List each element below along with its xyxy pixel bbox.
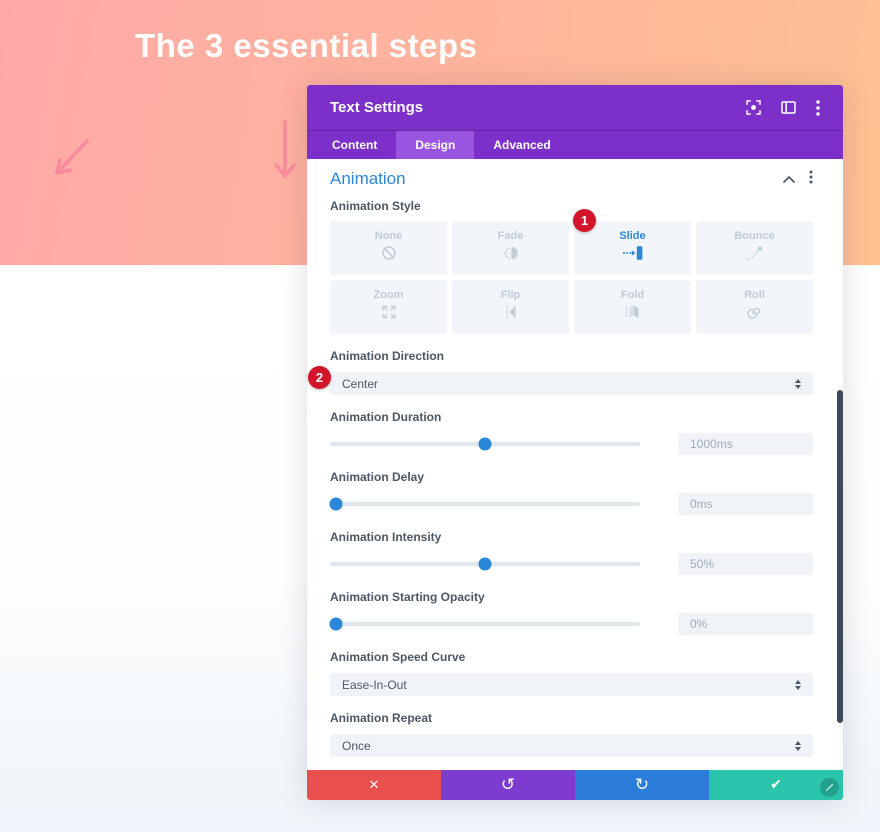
animation-delay-slider[interactable] (329, 493, 640, 515)
animation-speed-curve-label: Animation Speed Curve (330, 650, 466, 664)
style-option-none[interactable]: None (330, 221, 447, 275)
chevron-up-icon[interactable] (783, 170, 795, 188)
animation-duration-label: Animation Duration (330, 410, 442, 424)
step-badge-2: 2 (308, 366, 331, 389)
modal-title: Text Settings (330, 99, 424, 116)
save-button[interactable]: ✔ (709, 770, 843, 800)
hero-title: The 3 essential steps (135, 27, 478, 64)
animation-intensity-input[interactable] (678, 553, 813, 575)
slider-track[interactable] (330, 502, 640, 506)
select-arrows-icon (795, 679, 801, 690)
style-option-slide[interactable]: Slide (574, 221, 691, 275)
style-option-fold[interactable]: Fold (574, 280, 691, 334)
animation-intensity-slider[interactable] (330, 553, 640, 575)
style-option-label: Slide (619, 230, 646, 242)
style-option-label: None (374, 230, 403, 242)
select-arrows-icon (795, 378, 801, 389)
redo-icon: ↻ (634, 775, 650, 795)
style-option-roll[interactable]: Roll (696, 280, 813, 334)
animation-section-title: Animation (330, 169, 406, 188)
discard-button[interactable]: ✕ (307, 770, 441, 800)
animation-starting-opacity-input[interactable] (678, 613, 813, 635)
animation-starting-opacity-slider[interactable] (329, 613, 640, 635)
slider-thumb[interactable] (478, 557, 492, 571)
tab-design[interactable]: Design (396, 131, 475, 159)
animation-style-grid: None Fade (330, 221, 813, 334)
animation-speed-curve-select[interactable]: Ease-In-Out (330, 673, 813, 696)
animation-intensity-row (330, 553, 813, 575)
fade-icon (500, 245, 522, 266)
animation-delay-label: Animation Delay (330, 470, 425, 484)
check-icon: ✔ (770, 777, 782, 793)
undo-icon: ↺ (500, 775, 516, 795)
animation-delay-input[interactable] (678, 493, 813, 515)
animation-style-label: Animation Style (330, 199, 421, 213)
modal-header: Text Settings (307, 85, 843, 130)
resize-handle[interactable] (820, 778, 839, 797)
redo-button[interactable]: ↻ (575, 770, 709, 800)
modal-scrollbar[interactable] (837, 390, 843, 723)
slider-track[interactable] (330, 622, 640, 626)
animation-delay-row (329, 493, 813, 515)
tab-advanced[interactable]: Advanced (493, 138, 551, 152)
animation-duration-row (330, 433, 813, 455)
focus-mode-icon[interactable] (746, 100, 761, 115)
style-option-label: Zoom (373, 289, 404, 301)
select-value: Center (342, 376, 379, 391)
modal-content: Animation An (307, 159, 843, 769)
text-settings-modal: Text Settings (307, 85, 843, 800)
style-option-label: Roll (744, 289, 765, 301)
fold-icon (622, 304, 644, 325)
style-option-label: Bounce (734, 230, 775, 242)
style-option-flip[interactable]: Flip (452, 280, 569, 334)
close-icon: ✕ (368, 777, 380, 793)
select-arrows-icon (795, 740, 801, 751)
none-icon (378, 245, 400, 266)
animation-duration-slider[interactable] (330, 433, 640, 455)
animation-section-header[interactable]: Animation (330, 167, 813, 191)
flip-icon (500, 304, 522, 325)
style-option-label: Fade (497, 230, 524, 242)
animation-duration-input[interactable] (678, 433, 813, 455)
animation-direction-label: Animation Direction (330, 349, 445, 363)
arrow-down-left-icon (55, 139, 89, 175)
slide-icon (622, 245, 644, 266)
slider-thumb[interactable] (329, 497, 343, 511)
style-option-fade[interactable]: Fade (452, 221, 569, 275)
style-option-bounce[interactable]: Bounce (696, 221, 813, 275)
animation-repeat-label: Animation Repeat (330, 711, 433, 725)
kebab-menu-icon[interactable] (816, 99, 820, 116)
animation-repeat-select[interactable]: Once (330, 734, 813, 757)
animation-starting-opacity-row (329, 613, 813, 635)
roll-icon (744, 304, 766, 325)
style-option-label: Fold (620, 289, 645, 301)
animation-starting-opacity-label: Animation Starting Opacity (330, 590, 485, 604)
slider-thumb[interactable] (478, 437, 492, 451)
undo-button[interactable]: ↺ (441, 770, 575, 800)
select-value: Ease-In-Out (342, 677, 407, 692)
slider-thumb[interactable] (329, 617, 343, 631)
tab-content[interactable]: Content (332, 138, 378, 152)
modal-footer: ✕ ↺ ↻ ✔ (307, 770, 843, 800)
split-view-icon[interactable] (781, 101, 796, 114)
section-kebab-icon[interactable] (809, 170, 813, 189)
step-badge-1: 1 (573, 209, 596, 232)
style-option-label: Flip (500, 289, 521, 301)
arrow-down-icon (274, 120, 296, 178)
animation-direction-select[interactable]: Center (330, 372, 813, 395)
style-option-zoom[interactable]: Zoom (330, 280, 447, 334)
modal-tab-bar: Content Design Advanced (307, 130, 843, 159)
modal-header-icons (746, 99, 820, 116)
animation-intensity-label: Animation Intensity (330, 530, 442, 544)
select-value: Once (342, 738, 371, 753)
bounce-icon (744, 245, 766, 266)
zoom-icon (378, 304, 400, 325)
